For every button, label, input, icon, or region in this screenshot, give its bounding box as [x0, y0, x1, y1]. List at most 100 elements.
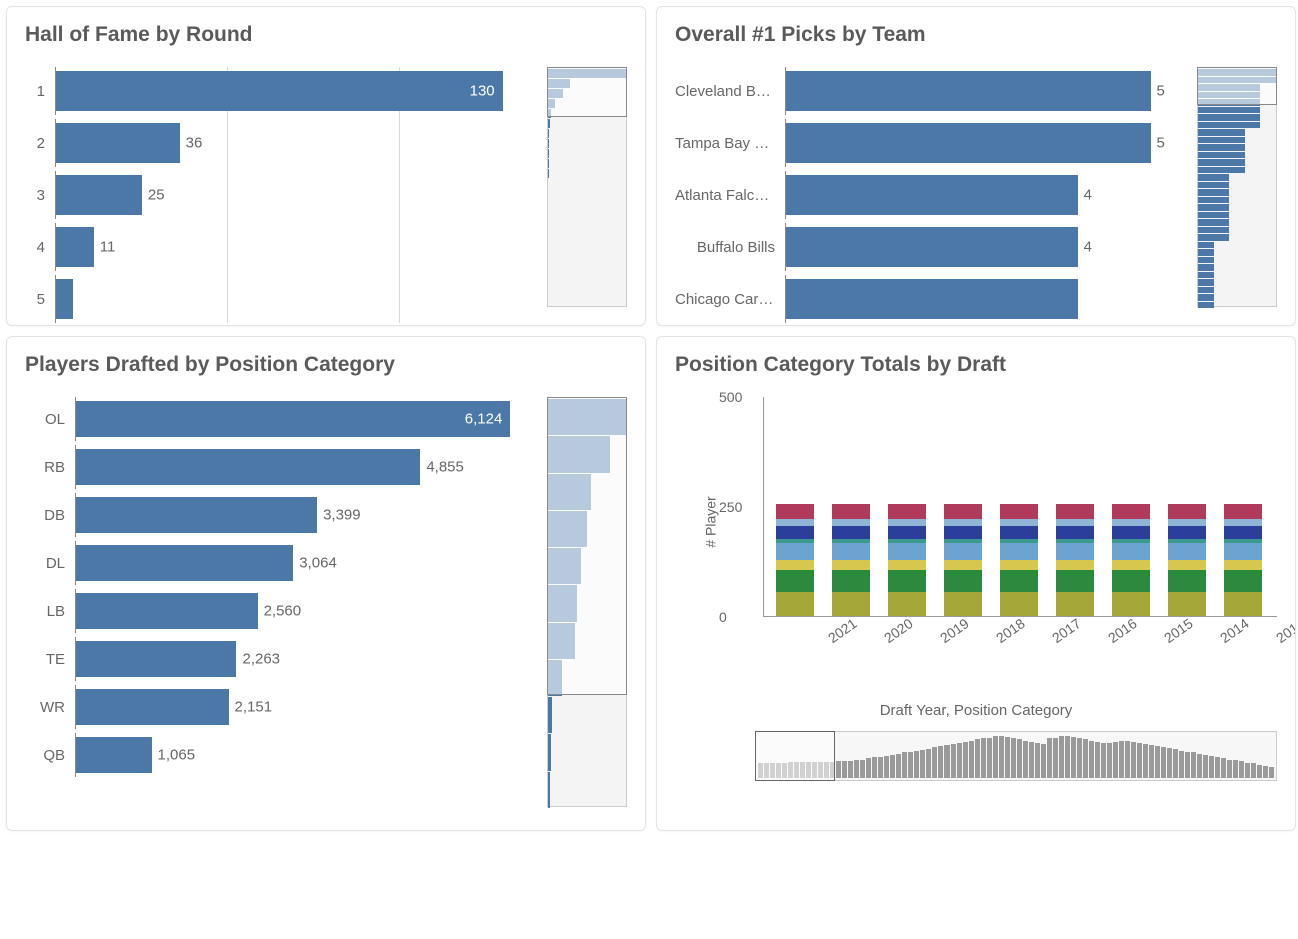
bar[interactable]: [76, 593, 258, 629]
stacked-column[interactable]: [1168, 504, 1206, 616]
stacked-segment[interactable]: [1112, 504, 1150, 519]
stacked-segment[interactable]: [1224, 519, 1262, 526]
stacked-segment[interactable]: [832, 570, 870, 592]
stacked-segment[interactable]: [832, 504, 870, 519]
stacked-segment[interactable]: [944, 526, 982, 539]
bar[interactable]: [786, 71, 1151, 111]
bar[interactable]: [76, 641, 236, 677]
bar-row[interactable]: 236: [25, 119, 537, 167]
stacked-segment[interactable]: [1112, 560, 1150, 570]
bar[interactable]: [786, 227, 1078, 267]
stacked-segment[interactable]: [1056, 560, 1094, 570]
bar-row[interactable]: WR2,151: [25, 685, 537, 729]
bar[interactable]: [786, 175, 1078, 215]
stacked-segment[interactable]: [776, 560, 814, 570]
stacked-column[interactable]: [1112, 504, 1150, 616]
stacked-segment[interactable]: [776, 504, 814, 519]
stacked-segment[interactable]: [832, 526, 870, 539]
stacked-segment[interactable]: [1224, 526, 1262, 539]
stacked-column[interactable]: [1000, 504, 1038, 616]
stacked-segment[interactable]: [776, 519, 814, 526]
stacked-segment[interactable]: [1112, 519, 1150, 526]
position-minimap[interactable]: [547, 397, 627, 807]
minimap-viewport[interactable]: [547, 67, 627, 117]
stacked-column[interactable]: [944, 504, 982, 616]
stacked-segment[interactable]: [832, 543, 870, 561]
panel-picks-by-team[interactable]: Overall #1 Picks by Team Cleveland Bro..…: [656, 6, 1296, 326]
stacked-segment[interactable]: [888, 570, 926, 592]
stacked-plot-area[interactable]: [763, 397, 1277, 617]
overview-scrollbar[interactable]: [755, 731, 1277, 781]
bar-row[interactable]: RB4,855: [25, 445, 537, 489]
stacked-column[interactable]: [776, 504, 814, 616]
stacked-segment[interactable]: [1112, 592, 1150, 616]
stacked-segment[interactable]: [1168, 543, 1206, 561]
panel-position-totals[interactable]: Position Category Totals by Draft # Play…: [656, 336, 1296, 831]
bar-row[interactable]: DB3,399: [25, 493, 537, 537]
picks-bar-chart[interactable]: Cleveland Bro...5Tampa Bay B...5Atlanta …: [675, 67, 1277, 323]
stacked-segment[interactable]: [888, 504, 926, 519]
bar[interactable]: [786, 123, 1151, 163]
bar[interactable]: [786, 279, 1078, 319]
stacked-segment[interactable]: [1112, 526, 1150, 539]
bar-row[interactable]: Cleveland Bro...5: [675, 67, 1187, 115]
hof-minimap[interactable]: [547, 67, 627, 307]
minimap-viewport[interactable]: [1197, 67, 1277, 105]
stacked-segment[interactable]: [1056, 519, 1094, 526]
stacked-segment[interactable]: [776, 543, 814, 561]
bar-row[interactable]: LB2,560: [25, 589, 537, 633]
stacked-segment[interactable]: [1224, 560, 1262, 570]
stacked-segment[interactable]: [1112, 570, 1150, 592]
stacked-segment[interactable]: [1112, 543, 1150, 561]
stacked-segment[interactable]: [1000, 570, 1038, 592]
bar-row[interactable]: 325: [25, 171, 537, 219]
panel-players-by-position[interactable]: Players Drafted by Position Category OL6…: [6, 336, 646, 831]
stacked-segment[interactable]: [888, 543, 926, 561]
stacked-segment[interactable]: [1000, 526, 1038, 539]
bar-row[interactable]: 5: [25, 275, 537, 323]
stacked-segment[interactable]: [944, 560, 982, 570]
bar-row[interactable]: Tampa Bay B...5: [675, 119, 1187, 167]
stacked-segment[interactable]: [1168, 526, 1206, 539]
bar[interactable]: [56, 175, 142, 215]
stacked-segment[interactable]: [1224, 592, 1262, 616]
stacked-segment[interactable]: [832, 519, 870, 526]
stacked-segment[interactable]: [888, 560, 926, 570]
bar-row[interactable]: DL3,064: [25, 541, 537, 585]
bar[interactable]: [56, 123, 180, 163]
stacked-segment[interactable]: [1056, 526, 1094, 539]
stacked-segment[interactable]: [1168, 560, 1206, 570]
picks-minimap[interactable]: [1197, 67, 1277, 307]
bar-row[interactable]: 1130: [25, 67, 537, 115]
bar-row[interactable]: Buffalo Bills4: [675, 223, 1187, 271]
stacked-segment[interactable]: [944, 570, 982, 592]
stacked-segment[interactable]: [1168, 592, 1206, 616]
bar-row[interactable]: Atlanta Falcons4: [675, 171, 1187, 219]
stacked-segment[interactable]: [1056, 504, 1094, 519]
bar[interactable]: 130: [56, 71, 503, 111]
stacked-segment[interactable]: [832, 592, 870, 616]
stacked-column[interactable]: [888, 504, 926, 616]
stacked-segment[interactable]: [1168, 504, 1206, 519]
stacked-segment[interactable]: [944, 543, 982, 561]
bar[interactable]: [76, 449, 420, 485]
stacked-segment[interactable]: [1000, 519, 1038, 526]
bar-row[interactable]: TE2,263: [25, 637, 537, 681]
stacked-segment[interactable]: [888, 592, 926, 616]
bar-row[interactable]: QB1,065: [25, 733, 537, 777]
stacked-segment[interactable]: [1224, 543, 1262, 561]
stacked-segment[interactable]: [944, 519, 982, 526]
panel-hof-by-round[interactable]: Hall of Fame by Round 11302363254115: [6, 6, 646, 326]
stacked-segment[interactable]: [776, 570, 814, 592]
bar-row[interactable]: 411: [25, 223, 537, 271]
stacked-segment[interactable]: [776, 592, 814, 616]
stacked-column[interactable]: [1056, 504, 1094, 616]
stacked-segment[interactable]: [1000, 560, 1038, 570]
stacked-segment[interactable]: [1056, 570, 1094, 592]
stacked-bar-chart[interactable]: # Player 0250500 20212020201920182017201…: [725, 397, 1277, 647]
position-bar-chart[interactable]: OL6,124RB4,855DB3,399DL3,064LB2,560TE2,2…: [25, 397, 627, 777]
stacked-segment[interactable]: [1000, 543, 1038, 561]
bar-row[interactable]: Chicago Card...: [675, 275, 1187, 323]
stacked-segment[interactable]: [944, 504, 982, 519]
bar[interactable]: [56, 279, 73, 319]
